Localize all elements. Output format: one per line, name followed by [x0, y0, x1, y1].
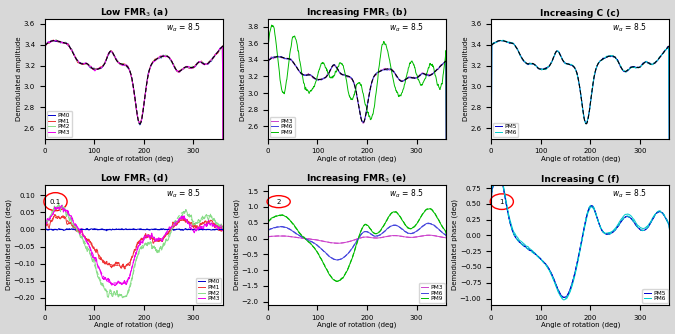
X-axis label: Angle of rotation (deg): Angle of rotation (deg): [317, 156, 397, 162]
X-axis label: Angle of rotation (deg): Angle of rotation (deg): [541, 322, 620, 328]
Y-axis label: Demodulated amplitude: Demodulated amplitude: [16, 36, 22, 121]
Text: 1: 1: [500, 199, 504, 205]
Text: $w_{\alpha}$ = 8.5: $w_{\alpha}$ = 8.5: [389, 22, 424, 34]
Text: $w_{\alpha}$ = 8.5: $w_{\alpha}$ = 8.5: [612, 22, 647, 34]
Title: Increasing FMR$_3$ (b): Increasing FMR$_3$ (b): [306, 6, 408, 19]
Y-axis label: Demodulated amplitude: Demodulated amplitude: [240, 36, 246, 121]
Y-axis label: Demodulated phase (deg): Demodulated phase (deg): [452, 199, 458, 290]
X-axis label: Angle of rotation (deg): Angle of rotation (deg): [95, 322, 173, 328]
Text: $w_{\alpha}$ = 8.5: $w_{\alpha}$ = 8.5: [389, 188, 424, 200]
X-axis label: Angle of rotation (deg): Angle of rotation (deg): [95, 156, 173, 162]
Text: $w_{\alpha}$ = 8.5: $w_{\alpha}$ = 8.5: [166, 22, 200, 34]
Text: $w_{\alpha}$ = 8.5: $w_{\alpha}$ = 8.5: [166, 188, 200, 200]
Legend: PM5, PM6: PM5, PM6: [643, 289, 668, 303]
Text: 0.1: 0.1: [50, 199, 61, 205]
Title: Increasing FMR$_3$ (e): Increasing FMR$_3$ (e): [306, 172, 408, 185]
Text: $w_{\alpha}$ = 8.5: $w_{\alpha}$ = 8.5: [612, 188, 647, 200]
Title: Increasing C (c): Increasing C (c): [540, 9, 620, 18]
Title: Low FMR$_3$ (a): Low FMR$_3$ (a): [100, 6, 168, 19]
Y-axis label: Demodulated phase (deg): Demodulated phase (deg): [233, 199, 240, 290]
Legend: PM3, PM6, PM9: PM3, PM6, PM9: [270, 117, 295, 137]
Title: Increasing C (f): Increasing C (f): [541, 175, 620, 184]
X-axis label: Angle of rotation (deg): Angle of rotation (deg): [317, 322, 397, 328]
X-axis label: Angle of rotation (deg): Angle of rotation (deg): [541, 156, 620, 162]
Legend: PM5, PM6: PM5, PM6: [493, 123, 518, 137]
Legend: PM0, PM1, PM2, PM3: PM0, PM1, PM2, PM3: [47, 111, 72, 137]
Legend: PM3, PM6, PM9: PM3, PM6, PM9: [419, 283, 445, 303]
Legend: PM0, PM1, PM2, PM3: PM0, PM1, PM2, PM3: [196, 278, 221, 303]
Y-axis label: Demodulated amplitude: Demodulated amplitude: [463, 36, 468, 121]
Text: 2: 2: [277, 199, 281, 205]
Title: Low FMR$_3$ (d): Low FMR$_3$ (d): [100, 172, 168, 185]
Y-axis label: Demodulated phase (deg): Demodulated phase (deg): [5, 199, 12, 290]
